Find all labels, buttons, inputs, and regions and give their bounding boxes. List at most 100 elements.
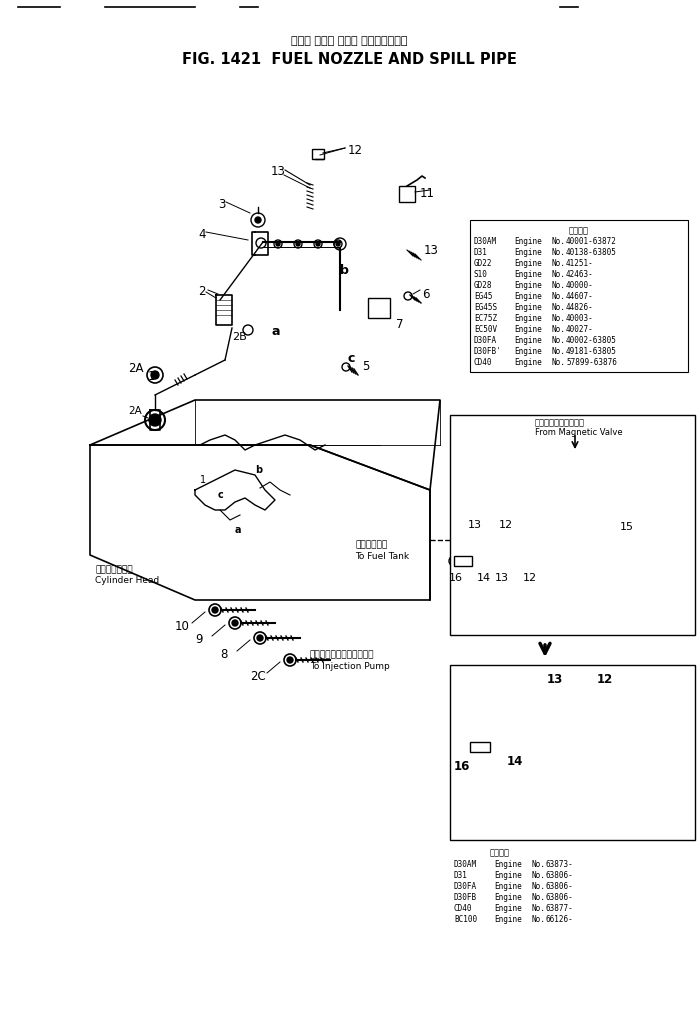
Circle shape <box>149 414 161 426</box>
Text: EG45: EG45 <box>474 292 493 301</box>
Text: No.: No. <box>552 259 566 268</box>
Text: Engine: Engine <box>514 358 542 367</box>
Circle shape <box>336 242 340 246</box>
Text: Engine: Engine <box>514 325 542 334</box>
Bar <box>368 298 390 318</box>
Text: No.: No. <box>552 314 566 323</box>
Bar <box>470 220 688 373</box>
Text: a: a <box>272 325 281 338</box>
Text: Engine: Engine <box>514 281 542 290</box>
Text: 3: 3 <box>218 198 225 211</box>
Text: 63877-: 63877- <box>546 904 574 914</box>
Text: BC100: BC100 <box>454 915 477 924</box>
Text: a: a <box>235 525 242 535</box>
Text: 40002-63805: 40002-63805 <box>566 336 617 345</box>
Text: EG45S: EG45S <box>474 303 497 312</box>
Text: No.: No. <box>552 236 566 246</box>
Text: EC75Z: EC75Z <box>474 314 497 323</box>
Text: 2B: 2B <box>232 332 247 342</box>
Text: No.: No. <box>552 358 566 367</box>
Bar <box>454 556 472 566</box>
Text: 12: 12 <box>348 144 363 157</box>
Text: Engine: Engine <box>514 270 542 279</box>
Text: Engine: Engine <box>494 915 521 924</box>
Text: 13: 13 <box>424 244 439 257</box>
Text: D30FB': D30FB' <box>474 347 502 356</box>
Circle shape <box>316 242 320 246</box>
Text: Engine: Engine <box>514 347 542 356</box>
Text: 42463-: 42463- <box>566 270 594 279</box>
Text: 40001-63872: 40001-63872 <box>566 236 617 246</box>
Bar <box>470 742 490 752</box>
Circle shape <box>287 657 293 663</box>
Text: c: c <box>348 352 355 365</box>
Text: Engine: Engine <box>514 248 542 257</box>
Circle shape <box>484 556 488 560</box>
Text: Cylinder Head: Cylinder Head <box>95 576 159 585</box>
Text: c: c <box>218 490 224 500</box>
Text: 13: 13 <box>547 673 563 686</box>
Circle shape <box>151 371 159 379</box>
Text: 63806-: 63806- <box>546 882 574 891</box>
Circle shape <box>527 730 533 736</box>
Text: 2A: 2A <box>128 406 142 416</box>
Text: No.: No. <box>552 347 566 356</box>
Text: マグネックバルブから: マグネックバルブから <box>535 418 585 427</box>
Text: 6: 6 <box>422 288 429 301</box>
Text: 66126-: 66126- <box>546 915 574 924</box>
Text: 40138-63805: 40138-63805 <box>566 248 617 257</box>
Text: EC50V: EC50V <box>474 325 497 334</box>
Text: 16: 16 <box>449 573 463 583</box>
Text: 15: 15 <box>620 522 634 532</box>
Text: D30FB: D30FB <box>454 893 477 902</box>
Bar <box>312 149 324 159</box>
Text: No.: No. <box>552 303 566 312</box>
Text: 44826-: 44826- <box>566 303 594 312</box>
Text: D31: D31 <box>474 248 488 257</box>
Text: 9: 9 <box>195 633 202 646</box>
Text: No.: No. <box>552 292 566 301</box>
Text: 1: 1 <box>200 475 206 485</box>
Text: シリンダヘッド: シリンダヘッド <box>95 565 133 574</box>
Text: D31: D31 <box>454 871 468 880</box>
Circle shape <box>232 620 238 626</box>
Text: 14: 14 <box>477 573 491 583</box>
Bar <box>450 665 695 840</box>
Circle shape <box>296 242 300 246</box>
Text: 57899-63876: 57899-63876 <box>566 358 617 367</box>
Text: CD40: CD40 <box>454 904 473 914</box>
Text: No.: No. <box>532 860 546 869</box>
Text: 14: 14 <box>507 755 524 768</box>
Text: 49181-63805: 49181-63805 <box>566 347 617 356</box>
Text: フェル ノズル および スピル゙パイプ: フェル ノズル および スピル゙パイプ <box>291 36 407 46</box>
Circle shape <box>507 733 513 739</box>
Text: Engine: Engine <box>494 893 521 902</box>
Text: 63806-: 63806- <box>546 871 574 880</box>
Text: 16: 16 <box>454 760 470 773</box>
Text: No.: No. <box>552 325 566 334</box>
Text: Engine: Engine <box>514 336 542 345</box>
Text: 4: 4 <box>198 228 205 241</box>
Circle shape <box>257 635 263 641</box>
Text: No.: No. <box>532 915 546 924</box>
Text: 10: 10 <box>175 620 190 633</box>
Text: No.: No. <box>532 871 546 880</box>
Text: Engine: Engine <box>494 904 521 914</box>
Text: 11: 11 <box>420 187 435 200</box>
Circle shape <box>212 607 218 613</box>
Text: 63873-: 63873- <box>546 860 574 869</box>
Text: 12: 12 <box>597 673 613 686</box>
Text: No.: No. <box>532 882 546 891</box>
Text: 2C: 2C <box>250 670 266 683</box>
Circle shape <box>276 242 280 246</box>
Text: CD40: CD40 <box>474 358 493 367</box>
Bar <box>399 186 415 202</box>
Text: To Injection Pump: To Injection Pump <box>310 662 389 671</box>
Text: 13: 13 <box>468 520 482 530</box>
Text: 5: 5 <box>362 360 369 373</box>
Text: 40027-: 40027- <box>566 325 594 334</box>
Text: 40003-: 40003- <box>566 314 594 323</box>
Text: S10: S10 <box>474 270 488 279</box>
Text: FIG. 1421  FUEL NOZZLE AND SPILL PIPE: FIG. 1421 FUEL NOZZLE AND SPILL PIPE <box>181 52 517 67</box>
Text: D30AM: D30AM <box>474 236 497 246</box>
